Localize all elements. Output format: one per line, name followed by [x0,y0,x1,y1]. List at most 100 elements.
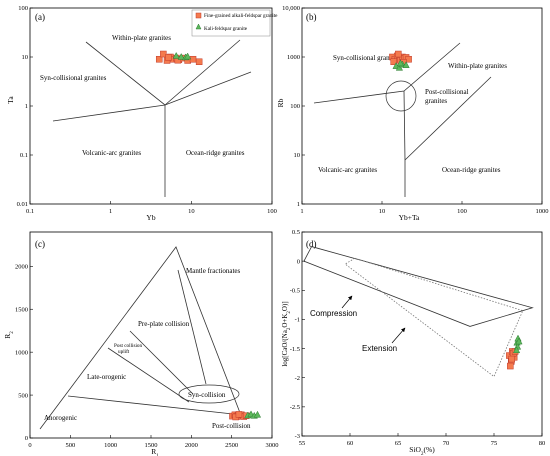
y-tick-label: 0.01 [17,201,28,208]
panel-a: (a) Within-plate granites Syn-collisiona… [6,5,278,222]
x-tick-label: 75 [491,440,498,447]
y-tick-label: 0 [25,435,28,442]
granite-point [155,55,163,63]
data-points [229,410,262,421]
y-tick-label: 1500 [15,306,28,313]
field-syn-collisional: Syn-collisional granites [40,74,107,82]
field-volcanic-arc: Volcanic-arc granites [82,149,141,157]
x-tick-label: 2000 [185,442,198,449]
y-tick-label: 10,000 [282,5,300,12]
x-axis-label: Yb [146,213,155,222]
granite-point [165,54,172,61]
field-boundaries [313,42,492,197]
field-late-orogenic: Late-orogenic [87,373,126,381]
legend-kali-label: Kali-feldspar granite [204,25,248,32]
field-ocean-ridge: Ocean-ridge granites [442,166,501,174]
granite-point [390,58,397,65]
kali-point [184,52,192,60]
x-tick-label: 10 [188,208,195,215]
field-boundaries [39,246,243,430]
field-extension: Extension [362,344,397,353]
y-axis-label: Ta [6,96,15,104]
compression-arrow [341,295,353,309]
x-tick-label: 70 [443,440,450,447]
field-boundaries [303,246,534,378]
syn-collision-field [178,384,240,404]
field-pre-plate: Pre-plate collision [138,320,190,328]
x-tick-label: 1 [300,208,303,215]
y-tick-label: 0 [297,258,300,265]
panel-label: (b) [306,12,317,22]
field-boundaries [52,39,252,197]
kali-point [515,337,523,345]
kali-point [177,52,185,60]
legend-granite-label: Fine-grained alkali-feldspar granite [204,12,278,19]
axis-ticks: 55 60 65 70 75 80 0.5 0 -0.5 -1 -1.5 -2 -2.5 -3 [290,229,546,447]
y-tick-label: 100 [18,5,28,12]
field-post-collision-uplift: Post collision uplift [114,343,143,355]
kali-point [172,51,180,59]
y-tick-label: 100 [290,103,300,110]
x-tick-label: 0.1 [26,208,34,215]
x-tick-label: 65 [395,440,402,447]
x-axis-label: Yb+Ta [399,213,420,222]
legend-box [191,9,271,37]
x-tick-label: 1 [109,208,112,215]
x-tick-label: 100 [267,208,277,215]
y-axis-label: Rb [276,98,285,107]
plot-frame [301,7,543,205]
panel-b: (b) Syn-collisional granites Within-plat… [276,5,549,222]
panel-label: (c) [35,239,45,249]
panel-d: (d) Compression Extension 55 60 65 70 75 80 0.… [281,229,545,456]
y-tick-label: -1.5 [290,346,300,353]
kali-point [512,346,521,354]
granite-point [195,58,203,65]
x-tick-label: 10 [379,208,386,215]
y-tick-label: -2.5 [290,404,300,411]
field-anorogenic: Anorogenic [44,414,77,422]
granite-point [235,411,243,418]
field-within-plate: Within-plate granites [112,34,171,42]
x-tick-label: 500 [65,442,75,449]
field-post-collisional: Post-collisional granites [425,88,469,105]
field-volcanic-arc: Volcanic-arc granites [318,166,377,174]
kali-point [253,410,262,418]
data-points [506,334,523,370]
x-tick-label: 2500 [225,442,238,449]
y-axis-label: log[CaO/(Na2O+K2O)] [281,301,292,366]
x-axis-label: R1 [151,447,159,456]
y-tick-label: 10 [22,54,29,61]
data-points [155,50,203,65]
x-tick-label: 3000 [266,442,279,449]
y-axis-label: R2 [3,331,15,339]
post-collisional-circle [385,80,417,112]
panel-label: (d) [306,239,317,249]
y-tick-label: 2000 [15,264,28,271]
x-tick-label: 60 [347,440,354,447]
y-tick-label: -0.5 [290,287,300,294]
y-tick-label: -2 [295,375,300,382]
kali-point [395,63,404,71]
field-syn-collision: Syn-collision [188,391,226,399]
legend-triangle-marker [195,23,202,30]
field-post-collision: Post-collision [212,422,251,430]
x-tick-label: 80 [539,440,546,447]
y-tick-label: 0.5 [292,229,300,236]
y-tick-label: 1000 [287,54,300,61]
extension-field [344,257,524,378]
compression-field [303,246,534,327]
field-compression: Compression [310,309,357,318]
legend-square-marker [195,12,202,19]
x-tick-label: 0 [28,442,31,449]
x-axis-label: SiO2(%) [409,445,435,456]
plot-frame [301,231,543,437]
field-within-plate: Within-plate granites [448,62,507,70]
axis-ticks: 1 10 100 1000 1 10 100 1000 10,000 [282,5,548,215]
data-points [389,50,412,71]
x-tick-label: 1000 [104,442,117,449]
axis-ticks: 0 500 1000 1500 2000 2500 3000 0 500 1000 1500 2000 [15,264,279,449]
y-tick-label: 1 [25,103,28,110]
y-tick-label: 1 [297,201,300,208]
panel-label: (a) [35,12,45,22]
